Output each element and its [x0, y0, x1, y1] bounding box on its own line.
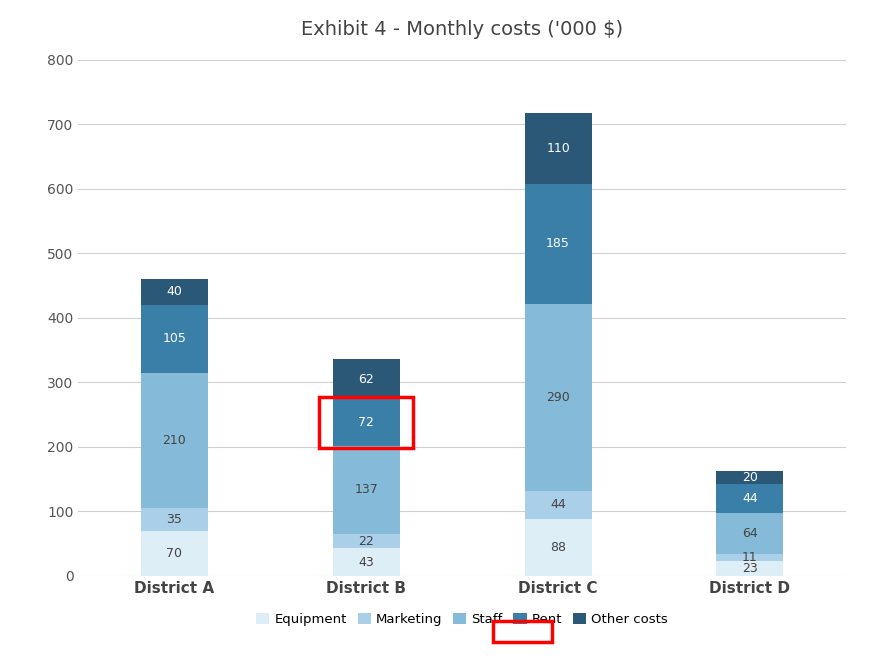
Text: 110: 110: [546, 142, 570, 155]
Text: 290: 290: [546, 391, 570, 404]
Legend: Equipment, Marketing, Staff, Rent, Other costs: Equipment, Marketing, Staff, Rent, Other…: [251, 608, 673, 632]
Bar: [524, 304, 591, 491]
Bar: [717, 554, 783, 561]
Bar: [524, 184, 591, 304]
Bar: [524, 491, 591, 519]
Text: 11: 11: [742, 551, 758, 564]
Text: 44: 44: [550, 498, 566, 512]
Bar: [140, 508, 208, 531]
Text: 105: 105: [162, 332, 187, 346]
Text: 20: 20: [742, 471, 758, 485]
Bar: [717, 512, 783, 554]
Bar: [717, 561, 783, 576]
Text: 88: 88: [550, 541, 566, 554]
Text: 72: 72: [358, 416, 374, 429]
Bar: [524, 113, 591, 184]
Text: 137: 137: [354, 483, 378, 496]
Text: 23: 23: [742, 562, 758, 575]
Text: 43: 43: [358, 555, 374, 569]
Text: 62: 62: [358, 373, 374, 385]
Text: 210: 210: [162, 434, 187, 447]
Bar: [140, 305, 208, 373]
Text: 22: 22: [358, 535, 374, 547]
Bar: [717, 471, 783, 485]
Bar: [140, 279, 208, 305]
Bar: [140, 373, 208, 508]
Text: 35: 35: [167, 513, 182, 526]
Bar: [332, 534, 399, 548]
Bar: [332, 399, 399, 446]
Text: 64: 64: [742, 527, 758, 540]
Text: 40: 40: [167, 285, 182, 299]
Bar: [524, 519, 591, 576]
Bar: [319, 397, 413, 448]
Text: 44: 44: [742, 492, 758, 505]
Bar: [332, 446, 399, 534]
Bar: [332, 359, 399, 399]
Text: 185: 185: [546, 238, 570, 250]
Title: Exhibit 4 - Monthly costs ('000 $): Exhibit 4 - Monthly costs ('000 $): [301, 20, 623, 38]
Bar: [332, 548, 399, 576]
Bar: [140, 531, 208, 576]
Bar: [717, 485, 783, 512]
Text: 70: 70: [167, 547, 182, 560]
